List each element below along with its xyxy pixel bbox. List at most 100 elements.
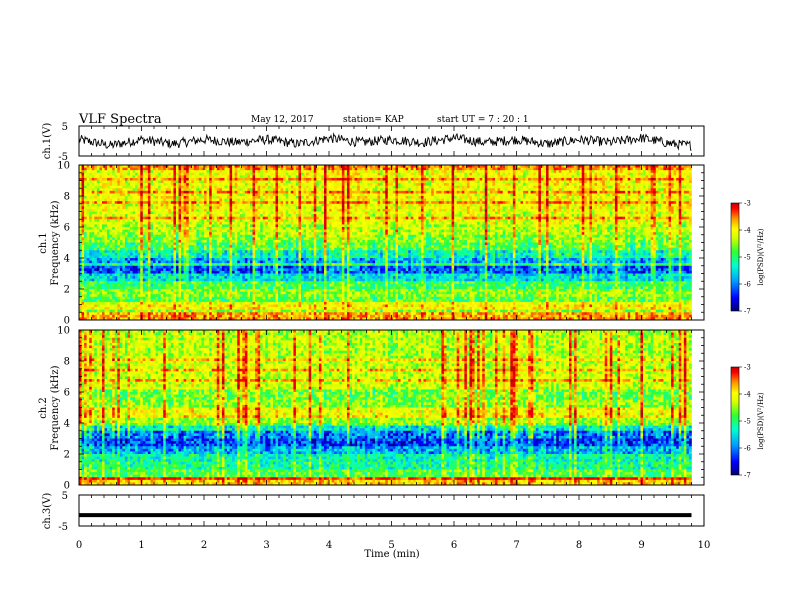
- ch1-spectrogram-cell: [171, 286, 174, 289]
- ch1-spectrogram-cell: [110, 268, 113, 271]
- ch1-spectrogram-cell: [143, 206, 146, 209]
- ch1-spectrogram-cell: [224, 255, 227, 258]
- ch1-spectrogram-cell: [204, 276, 207, 279]
- ch1-spectrogram-cell: [227, 217, 230, 220]
- ch1-spectrogram-cell: [184, 294, 187, 297]
- ch1-spectrogram-cell: [171, 274, 174, 277]
- ch1-spectrogram-cell: [173, 310, 176, 313]
- ch1-spectrogram-cell: [161, 191, 164, 194]
- ch1-spectrogram-cell: [209, 286, 212, 289]
- ch1-spectrogram-cell: [130, 240, 133, 243]
- ch1-spectrogram-cell: [94, 181, 97, 184]
- ch1-spectrogram-cell: [135, 284, 138, 287]
- ch1-spectrogram-cell: [89, 224, 92, 227]
- ch1-spectrogram-cell: [212, 302, 215, 305]
- ch1-spectrogram-cell: [171, 292, 174, 295]
- ch1-spectrogram-cell: [145, 235, 148, 238]
- ch1-spectrogram-cell: [117, 302, 120, 305]
- ch1-spectrogram-cell: [194, 191, 197, 194]
- ch1-spectrogram-cell: [140, 224, 143, 227]
- ch1-spectrogram-cell: [166, 188, 169, 191]
- ch1-spectrogram-cell: [115, 253, 118, 256]
- ch1-spectrogram-cell: [207, 289, 210, 292]
- ch1-spectrogram-cell: [227, 297, 230, 300]
- ch1-spectrogram-cell: [224, 227, 227, 230]
- ch1-spectrogram-cell: [156, 240, 159, 243]
- ch1-spectrogram-cell: [209, 271, 212, 274]
- ch1-spectrogram-cell: [125, 191, 128, 194]
- ch1-spectrogram-cell: [209, 178, 212, 181]
- ch1-spectrogram-cell: [181, 261, 184, 264]
- ch1-spectrogram-cell: [99, 204, 102, 207]
- ch1-spectrogram-cell: [140, 243, 143, 246]
- ch1-spectrogram-cell: [191, 240, 194, 243]
- ch1-spectrogram-cell: [135, 178, 138, 181]
- ch1-spectrogram-cell: [161, 274, 164, 277]
- ch1-spectrogram-cell: [168, 230, 171, 233]
- ch1-spectrogram-cell: [168, 299, 171, 302]
- ch1-spectrogram-cell: [135, 193, 138, 196]
- ch1-spectrogram-cell: [158, 201, 161, 204]
- ch1-spectrogram-cell: [189, 217, 192, 220]
- ch1-spectrogram-cell: [140, 261, 143, 264]
- ch1-spectrogram-cell: [227, 232, 230, 235]
- ch1-spectrogram-cell: [117, 175, 120, 178]
- ch1-spectrogram-cell: [204, 263, 207, 266]
- ch1-spectrogram-cell: [222, 299, 225, 302]
- ch1-spectrogram-cell: [232, 289, 235, 292]
- ch1-spectrogram-cell: [97, 230, 100, 233]
- ch1-spectrogram-cell: [148, 271, 151, 274]
- ch1-spectrogram-cell: [158, 315, 161, 318]
- ch1-spectrogram-cell: [87, 312, 90, 315]
- ch1-spectrogram-cell: [204, 253, 207, 256]
- ch1-spectrogram-cell: [212, 276, 215, 279]
- ch1-spectrogram-cell: [99, 183, 102, 186]
- ch1-spectrogram-cell: [120, 173, 123, 176]
- ch1-spectrogram-cell: [115, 302, 118, 305]
- ch1-spectrogram-cell: [140, 255, 143, 258]
- ch1-spectrogram-cell: [120, 253, 123, 256]
- ch1-spectrogram-cell: [163, 214, 166, 217]
- ch1-waveform-panel: 5 -5 ch.1(V): [42, 122, 704, 163]
- ch1-spectrogram-cell: [196, 284, 199, 287]
- ch1-spectrogram-cell: [214, 294, 217, 297]
- ch1-spectrogram-cell: [217, 248, 220, 251]
- ch1-spectrogram-cell: [117, 284, 120, 287]
- ch1-spectrogram-cell: [130, 230, 133, 233]
- ch1-spectrogram-cell: [202, 302, 205, 305]
- ch1-spectrogram-cell: [153, 178, 156, 181]
- ch1-spectrogram-cell: [207, 206, 210, 209]
- ch1-spectrogram-cell: [168, 178, 171, 181]
- ch1-spectrogram-cell: [224, 292, 227, 295]
- ch1-spectrogram-cell: [92, 302, 95, 305]
- ch1-spectrogram-cell: [110, 193, 113, 196]
- ch1-spectrogram-cell: [217, 297, 220, 300]
- ch1-spectrogram-cell: [204, 248, 207, 251]
- ch1-spectrogram-cell: [107, 268, 110, 271]
- ch1-spectrogram-cell: [143, 299, 146, 302]
- ch1-spectrogram-cell: [150, 224, 153, 227]
- ch1-spectrogram-cell: [173, 217, 176, 220]
- ch1-spectrogram-cell: [181, 178, 184, 181]
- ch1-spectrogram-cell: [105, 279, 108, 282]
- ch1-spectrogram-cell: [84, 181, 87, 184]
- ch1-spectrogram-cell: [207, 243, 210, 246]
- ch1-spectrogram-cell: [87, 276, 90, 279]
- ch1-spectrogram-cell: [204, 243, 207, 246]
- ch1-spectrogram-cell: [207, 310, 210, 313]
- ch1-waveform-ylabel: ch.1(V): [42, 123, 53, 160]
- ch1-spectrogram-cell: [204, 312, 207, 315]
- ch1-spectrogram-cell: [179, 312, 182, 315]
- ch1-spectrogram-cell: [235, 170, 238, 173]
- ch1-spectrogram-cell: [135, 302, 138, 305]
- ch1-spectrogram-cell: [97, 305, 100, 308]
- ch1-spectrogram-cell: [224, 305, 227, 308]
- ch1-spectrogram-cell: [214, 230, 217, 233]
- ch1-spectrogram-cell: [191, 310, 194, 313]
- ch1-spectrogram-cell: [199, 186, 202, 189]
- ch1-spectrogram-cell: [87, 294, 90, 297]
- ch1-spectrogram-cell: [145, 268, 148, 271]
- ch1-spectrogram-cell: [214, 253, 217, 256]
- ch1-spectrogram-cell: [148, 289, 151, 292]
- ch1-spectrogram-cell: [168, 214, 171, 217]
